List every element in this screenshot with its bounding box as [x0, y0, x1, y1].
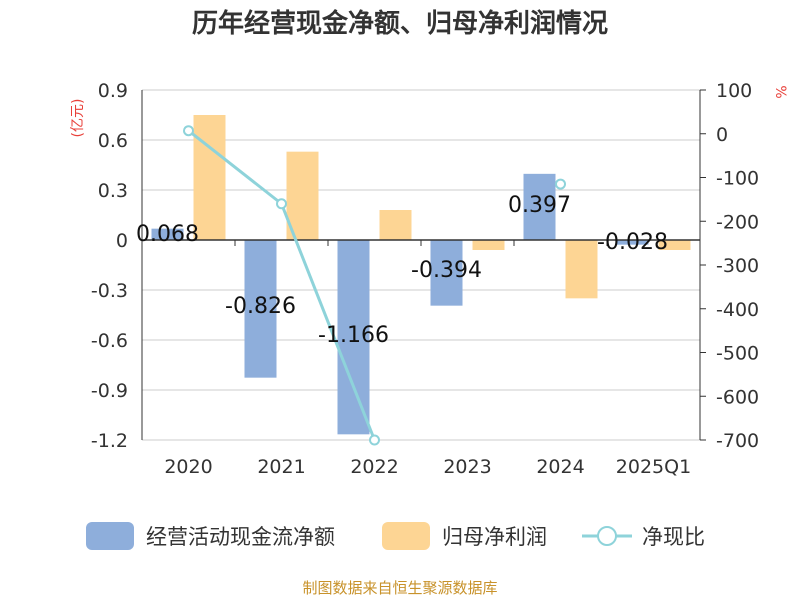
y-right-tick-label: -700: [716, 430, 759, 452]
legend-cash-swatch: [86, 522, 134, 550]
ratio-point: [555, 178, 566, 190]
legend-profit-label: 归母净利润: [442, 525, 547, 549]
cash-data-label: -0.394: [411, 258, 482, 283]
x-tick-label: 2022: [350, 456, 398, 478]
ratio-point: [369, 434, 380, 446]
profit-bar: [472, 240, 505, 250]
cash-data-label: -0.826: [225, 294, 296, 319]
profit-bar: [658, 240, 691, 250]
profit-bar: [379, 210, 412, 240]
cash-bar: [151, 228, 184, 240]
x-tick-label: 2021: [257, 456, 305, 478]
y-right-tick-label: -300: [716, 255, 759, 277]
y-right-tick-label: 0: [716, 124, 728, 146]
profit-bar: [565, 240, 598, 299]
y-left-tick-label: -1.2: [91, 430, 128, 452]
y-right-tick-label: 100: [716, 80, 752, 102]
y-right-tick-label: -400: [716, 299, 759, 321]
cash-data-label: 0.397: [508, 193, 571, 218]
x-tick-label: 2023: [443, 456, 491, 478]
x-tick-label: 2024: [536, 456, 584, 478]
cash-data-label: -0.028: [597, 230, 668, 255]
chart-title: 历年经营现金净额、归母净利润情况: [191, 9, 608, 39]
y-right-tick-label: -100: [716, 168, 759, 190]
ratio-point: [183, 125, 194, 137]
y-left-tick-label: -0.9: [91, 380, 128, 402]
y-left-unit: (亿元): [70, 99, 86, 138]
cash-bar: [616, 240, 649, 245]
ratio-line-segment: [187, 129, 283, 205]
x-tick-label: 2020: [164, 456, 212, 478]
y-right-unit: %: [772, 85, 788, 98]
legend-cash-label: 经营活动现金流净额: [146, 525, 335, 549]
y-left-tick-label: 0.3: [98, 180, 128, 202]
cash-bar: [430, 240, 463, 306]
legend-ratio-marker: [597, 526, 617, 546]
y-left-tick-label: -0.6: [91, 330, 128, 352]
y-left-tick-label: 0.9: [98, 80, 128, 102]
y-right-tick-label: -600: [716, 386, 759, 408]
y-left-tick-label: -0.3: [91, 280, 128, 302]
profit-bar: [193, 115, 226, 240]
cash-bar: [337, 240, 370, 435]
source-footer: 制图数据来自恒生聚源数据库: [302, 579, 498, 597]
legend-profit-swatch: [382, 522, 430, 550]
x-tick-label: 2025Q1: [616, 456, 691, 478]
cash-bar: [244, 240, 277, 378]
cash-bar: [523, 173, 556, 240]
y-right-tick-label: -500: [716, 343, 759, 365]
ratio-point: [276, 198, 287, 210]
cash-data-label: 0.068: [136, 222, 199, 247]
cash-data-label: -1.166: [318, 323, 389, 348]
profit-bar: [286, 151, 319, 240]
legend-ratio-label: 净现比: [642, 525, 705, 549]
y-left-tick-label: 0: [116, 230, 128, 252]
ratio-line-segment: [280, 203, 376, 441]
y-left-tick-label: 0.6: [98, 130, 128, 152]
y-right-tick-label: -200: [716, 211, 759, 233]
